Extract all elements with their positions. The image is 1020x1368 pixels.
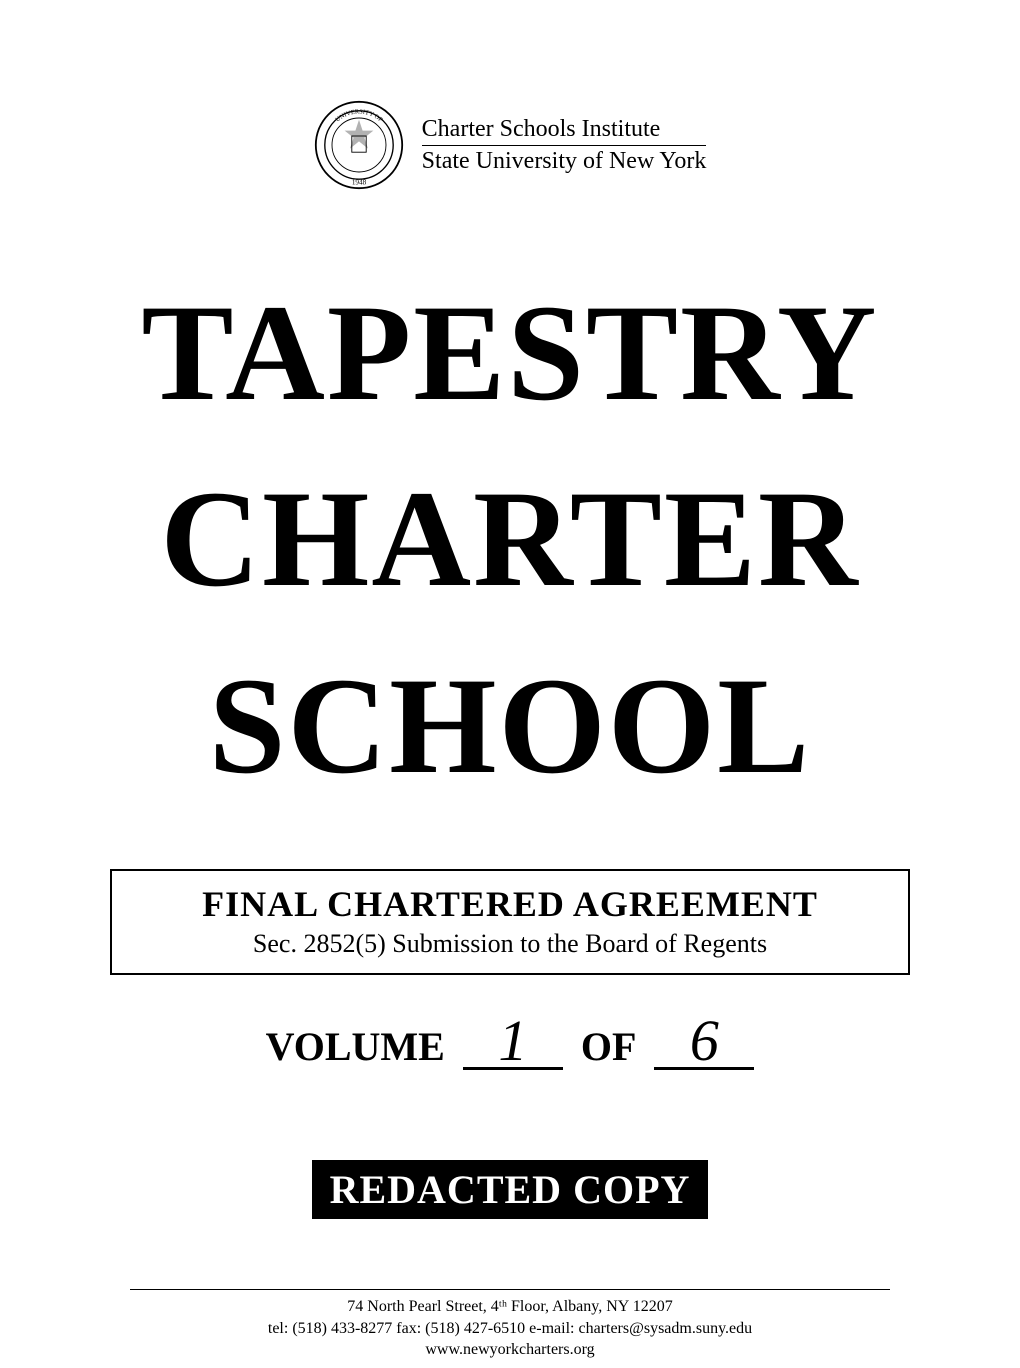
document-footer: 74 North Pearl Street, 4ᵗʰ Floor, Albany… — [130, 1289, 890, 1361]
redacted-stamp: REDACTED COPY — [312, 1160, 709, 1219]
footer-website: www.newyorkcharters.org — [130, 1339, 890, 1361]
title-line-1: TAPESTRY — [70, 260, 950, 446]
volume-indicator: VOLUME 1 OF 6 — [70, 1015, 950, 1070]
footer-contact: tel: (518) 433-8277 fax: (518) 427-6510 … — [130, 1318, 890, 1340]
header-institution: Charter Schools Institute State Universi… — [422, 116, 707, 175]
volume-current: 1 — [463, 1015, 563, 1070]
volume-total: 6 — [654, 1015, 754, 1070]
svg-text:1948: 1948 — [351, 179, 366, 187]
document-title: TAPESTRY CHARTER SCHOOL — [70, 260, 950, 819]
suny-seal-icon: 1948 UNIVERSITY OF — [314, 100, 404, 190]
title-line-3: SCHOOL — [70, 633, 950, 819]
header-line-2: State University of New York — [422, 148, 707, 175]
agreement-subtitle: Sec. 2852(5) Submission to the Board of … — [132, 929, 888, 959]
title-line-2: CHARTER — [70, 446, 950, 632]
header-line-1: Charter Schools Institute — [422, 116, 707, 146]
agreement-box: FINAL CHARTERED AGREEMENT Sec. 2852(5) S… — [110, 869, 910, 975]
volume-label-middle: OF — [581, 1023, 637, 1070]
document-header: 1948 UNIVERSITY OF Charter Schools Insti… — [70, 100, 950, 190]
footer-address: 74 North Pearl Street, 4ᵗʰ Floor, Albany… — [130, 1296, 890, 1318]
volume-label-prefix: VOLUME — [266, 1023, 445, 1070]
agreement-title: FINAL CHARTERED AGREEMENT — [132, 883, 888, 925]
